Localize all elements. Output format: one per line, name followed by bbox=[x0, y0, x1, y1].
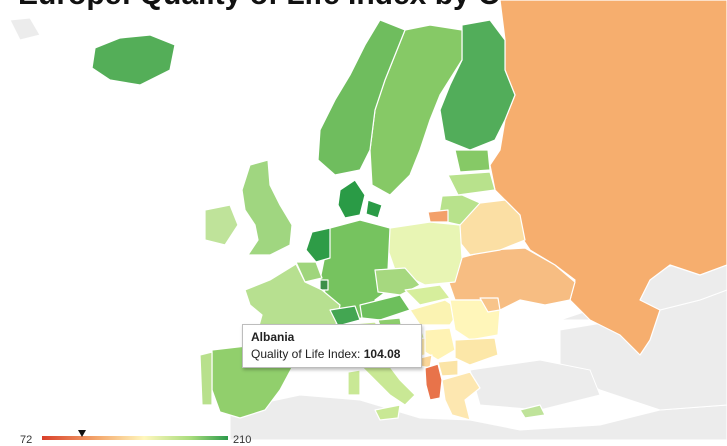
legend-max-label: 210 bbox=[233, 434, 252, 446]
country-cyprus[interactable] bbox=[519, 404, 546, 419]
country-norway[interactable] bbox=[317, 19, 406, 176]
country-finland[interactable] bbox=[439, 19, 516, 151]
country-russia[interactable] bbox=[489, 0, 727, 356]
country-portugal[interactable] bbox=[199, 351, 213, 406]
country-uk[interactable] bbox=[241, 159, 293, 256]
tooltip-metric-label: Quality of Life Index: bbox=[251, 347, 361, 361]
legend-gradient-bar bbox=[42, 436, 228, 440]
country-slovakia[interactable] bbox=[404, 284, 451, 306]
country-albania[interactable] bbox=[424, 363, 443, 401]
country-switzerland[interactable] bbox=[329, 305, 361, 327]
tooltip-country-name: Albania bbox=[251, 330, 295, 344]
country-luxembourg[interactable] bbox=[319, 279, 329, 291]
region-kaliningrad bbox=[427, 209, 449, 223]
turkey-region bbox=[469, 359, 601, 411]
greenland-region bbox=[9, 17, 41, 41]
legend-min-label: 72 bbox=[20, 434, 33, 446]
countries bbox=[91, 0, 727, 421]
country-iceland[interactable] bbox=[91, 34, 176, 86]
country-denmark[interactable] bbox=[337, 179, 366, 219]
italy-sicily bbox=[374, 404, 401, 421]
country-tooltip: Albania Quality of Life Index: 104.08 bbox=[242, 324, 422, 368]
country-ireland[interactable] bbox=[204, 204, 239, 246]
africa-region bbox=[229, 394, 727, 440]
country-bulgaria[interactable] bbox=[454, 337, 499, 366]
country-moldova[interactable] bbox=[479, 297, 501, 313]
country-latvia[interactable] bbox=[447, 171, 496, 196]
map-title: Europe: Quality of Life Index by Country bbox=[18, 0, 593, 12]
country-belarus[interactable] bbox=[457, 199, 526, 256]
tooltip-metric-value: 104.08 bbox=[363, 347, 401, 361]
denmark-island bbox=[365, 199, 383, 219]
country-austria[interactable] bbox=[359, 294, 411, 321]
country-estonia[interactable] bbox=[454, 149, 491, 173]
legend-marker bbox=[78, 430, 86, 437]
italy-sardinia bbox=[347, 369, 361, 396]
country-greece[interactable] bbox=[441, 371, 481, 421]
country-netherlands[interactable] bbox=[305, 227, 331, 263]
